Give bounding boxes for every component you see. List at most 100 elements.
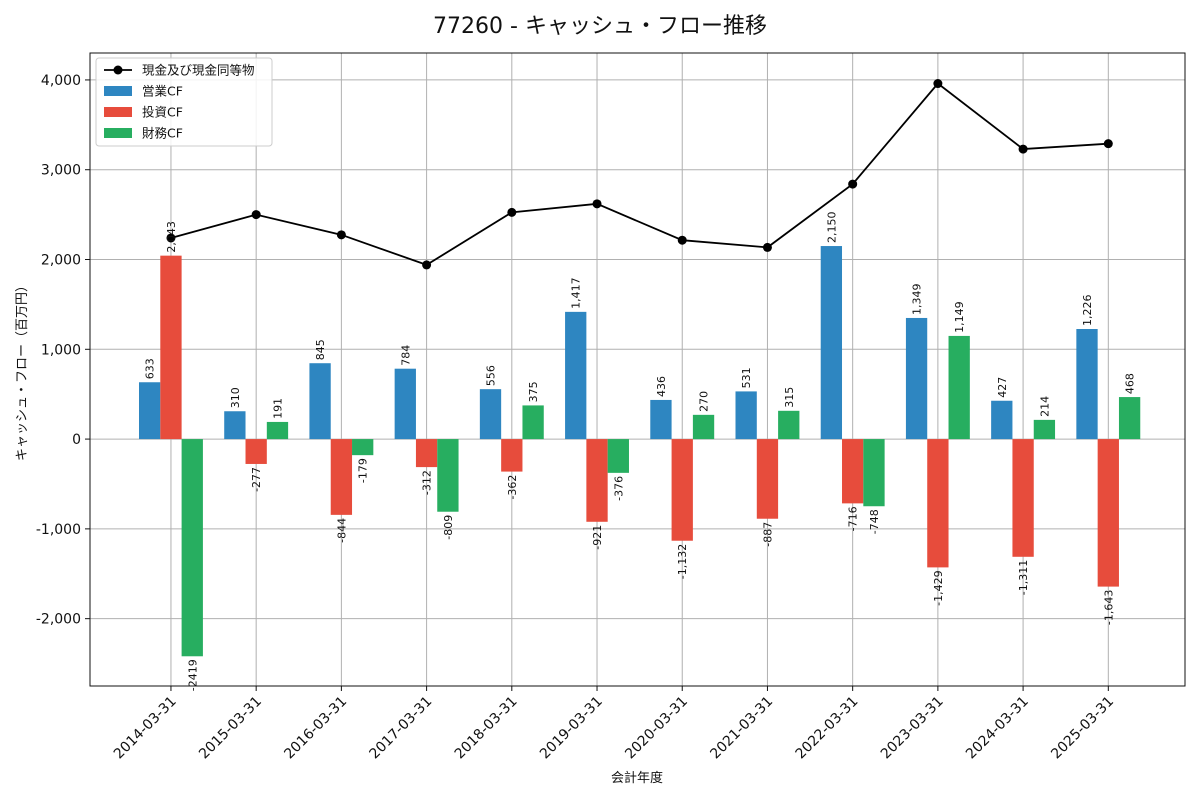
x-tick-label: 2021-03-31	[707, 694, 776, 763]
bar-value-label: -2419	[186, 659, 199, 691]
bar-series	[138, 246, 1141, 657]
bar-0-2	[309, 363, 331, 440]
x-tick-label: 2022-03-31	[793, 694, 862, 763]
cash-point-4	[507, 207, 517, 217]
bar-0-0	[138, 382, 161, 440]
legend-label: 財務CF	[142, 126, 183, 141]
bar-value-label: -809	[442, 515, 455, 540]
y-tick-label: 1,000	[41, 342, 81, 358]
bar-value-label: -748	[868, 509, 881, 534]
x-tick-label: 2016-03-31	[281, 694, 350, 763]
cash-point-3	[422, 260, 432, 270]
bar-value-label: 2,150	[825, 212, 838, 244]
cash-point-10	[1018, 144, 1028, 154]
y-tick-label: 0	[72, 432, 81, 448]
bar-value-label: 1,226	[1081, 295, 1094, 327]
bar-value-labels: 633 310 845 784 556 1,417 436 531 2,150 1,349 427 1…	[144, 212, 1137, 692]
bar-0-6	[650, 399, 672, 440]
bar-value-label: -716	[847, 506, 860, 531]
legend-label: 投資CF	[142, 105, 183, 120]
x-tick-label: 2020-03-31	[622, 694, 691, 763]
bar-value-label: 270	[698, 391, 711, 412]
bar-0-1	[224, 411, 246, 440]
bar-2-0	[181, 439, 203, 657]
x-axis-label: 会計年度	[611, 770, 663, 786]
bar-value-label: 427	[996, 377, 1009, 398]
bar-2-11	[1118, 397, 1141, 440]
axes: -2,000 -1,000 0 1,000 2,000 3,000 4,000 2014-03…	[36, 52, 1186, 763]
bar-value-label: 784	[399, 345, 412, 366]
bar-0-9	[905, 317, 928, 440]
bar-0-3	[394, 368, 416, 440]
bar-1-7	[756, 439, 779, 519]
bar-0-11	[1076, 329, 1098, 440]
y-tick-label: 4,000	[41, 73, 81, 89]
bar-2-7	[778, 410, 800, 440]
bar-2-5	[607, 439, 629, 473]
bar-2-3	[437, 439, 459, 512]
bar-1-6	[671, 439, 693, 541]
bar-1-3	[415, 439, 438, 468]
bar-2-10	[1033, 419, 1056, 440]
cash-line-series	[166, 79, 1113, 270]
grid-lines	[90, 53, 1185, 686]
bar-value-label: 1,349	[911, 283, 924, 315]
bar-value-label: -376	[612, 476, 625, 501]
bar-1-11	[1097, 439, 1119, 587]
legend-line-marker	[113, 65, 123, 75]
bar-value-label: 310	[229, 387, 242, 408]
x-tick-label: 2019-03-31	[537, 694, 606, 763]
bar-2-4	[522, 405, 544, 440]
legend-box	[95, 57, 273, 147]
bar-2-6	[692, 414, 715, 440]
x-tick-label: 2025-03-31	[1048, 694, 1117, 763]
cash-point-5	[592, 199, 602, 209]
bar-value-label: 436	[655, 376, 668, 397]
cash-point-9	[933, 79, 943, 89]
bar-value-label: 375	[527, 381, 540, 402]
bar-1-8	[842, 439, 864, 504]
bar-value-label: -887	[761, 522, 774, 547]
y-tick-label: 2,000	[41, 253, 81, 269]
bar-0-4	[479, 389, 502, 440]
cash-point-0	[166, 233, 176, 243]
bar-value-label: -179	[357, 458, 370, 483]
bar-value-label: 845	[314, 339, 327, 360]
bar-value-label: 468	[1124, 373, 1137, 394]
legend-bar-swatch	[104, 128, 132, 138]
x-tick-label: 2014-03-31	[111, 694, 180, 763]
y-tick-label: 3,000	[41, 163, 81, 179]
bar-value-label: -362	[506, 475, 519, 500]
legend-label: 営業CF	[142, 84, 183, 99]
bar-1-2	[330, 439, 353, 515]
bar-0-7	[735, 391, 757, 440]
bar-value-label: -1,132	[676, 544, 689, 579]
bar-1-5	[586, 439, 608, 522]
plot-frame	[89, 52, 1186, 687]
y-axis-label: キャッシュ・フロー（百万円）	[15, 279, 30, 461]
bar-2-1	[266, 421, 289, 440]
bar-value-label: 556	[485, 365, 498, 386]
cash-point-7	[762, 242, 772, 252]
bar-value-label: 1,417	[570, 277, 583, 309]
bar-value-label: 531	[740, 367, 753, 388]
bar-1-9	[927, 439, 949, 568]
legend-label: 現金及び現金同等物	[142, 63, 255, 78]
x-tick-label: 2024-03-31	[963, 694, 1032, 763]
bar-value-label: 214	[1038, 396, 1051, 417]
bar-2-8	[863, 439, 885, 507]
bar-0-8	[820, 246, 843, 440]
cash-point-1	[251, 210, 261, 220]
bar-0-10	[991, 400, 1013, 440]
bar-value-label: -921	[591, 525, 604, 550]
bar-value-label: 191	[271, 398, 284, 419]
cash-point-6	[677, 235, 687, 245]
bar-0-5	[565, 311, 587, 440]
cash-line	[170, 82, 1109, 266]
bar-value-label: 1,149	[953, 301, 966, 333]
bar-2-9	[948, 335, 970, 440]
bar-value-label: 633	[144, 358, 157, 379]
